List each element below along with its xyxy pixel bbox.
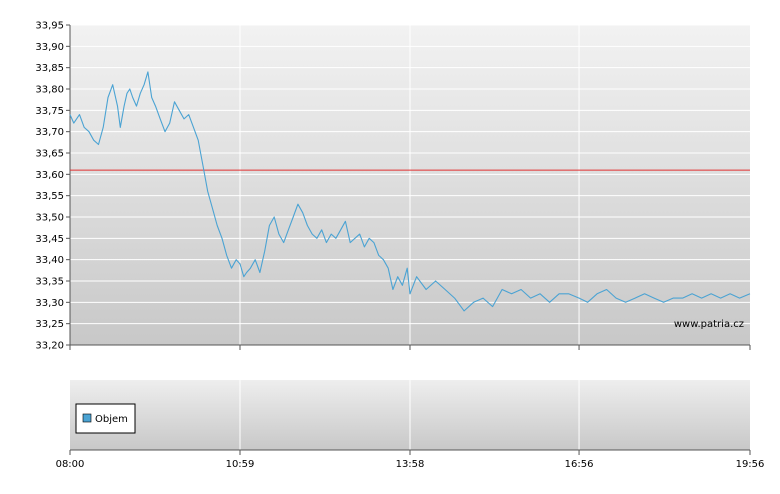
x-tick-label: 16:56 [565, 459, 594, 470]
y-tick-label: 33,40 [35, 255, 64, 266]
y-tick-label: 33,75 [35, 106, 64, 117]
y-tick-label: 33,30 [35, 298, 64, 309]
x-tick-label: 13:58 [396, 459, 425, 470]
volume-grid [239, 380, 580, 450]
y-tick-label: 33,70 [35, 127, 64, 138]
y-tick-label: 33,80 [35, 85, 64, 96]
legend-swatch-objem [82, 413, 92, 423]
legend-label-objem: Objem [95, 414, 128, 425]
x-axis-labels: 08:00 10:59 13:58 16:56 19:56 [56, 459, 765, 470]
price-x-ticks [69, 345, 751, 350]
y-tick-label: 33,90 [35, 42, 64, 53]
y-tick-label: 33,55 [35, 191, 64, 202]
y-tick-label: 33,35 [35, 277, 64, 288]
price-series-line [69, 71, 751, 312]
y-tick-label: 33,85 [35, 63, 64, 74]
price-y-axis: 33,20 33,25 33,30 33,35 33,40 33,45 33,50 33,55… [35, 21, 70, 352]
price-grid [70, 24, 750, 345]
y-tick-label: 33,65 [35, 149, 64, 160]
volume-x-ticks [69, 450, 751, 455]
y-tick-label: 33,95 [35, 21, 64, 32]
legend: Objem [75, 403, 136, 434]
y-tick-label: 33,25 [35, 319, 64, 330]
y-tick-label: 33,50 [35, 213, 64, 224]
x-tick-label: 10:59 [226, 459, 255, 470]
watermark: www.patria.cz [674, 319, 744, 330]
y-tick-label: 33,60 [35, 170, 64, 181]
y-tick-label: 33,20 [35, 341, 64, 352]
x-tick-label: 19:56 [736, 459, 765, 470]
y-tick-label: 33,45 [35, 234, 64, 245]
x-tick-label: 08:00 [56, 459, 85, 470]
